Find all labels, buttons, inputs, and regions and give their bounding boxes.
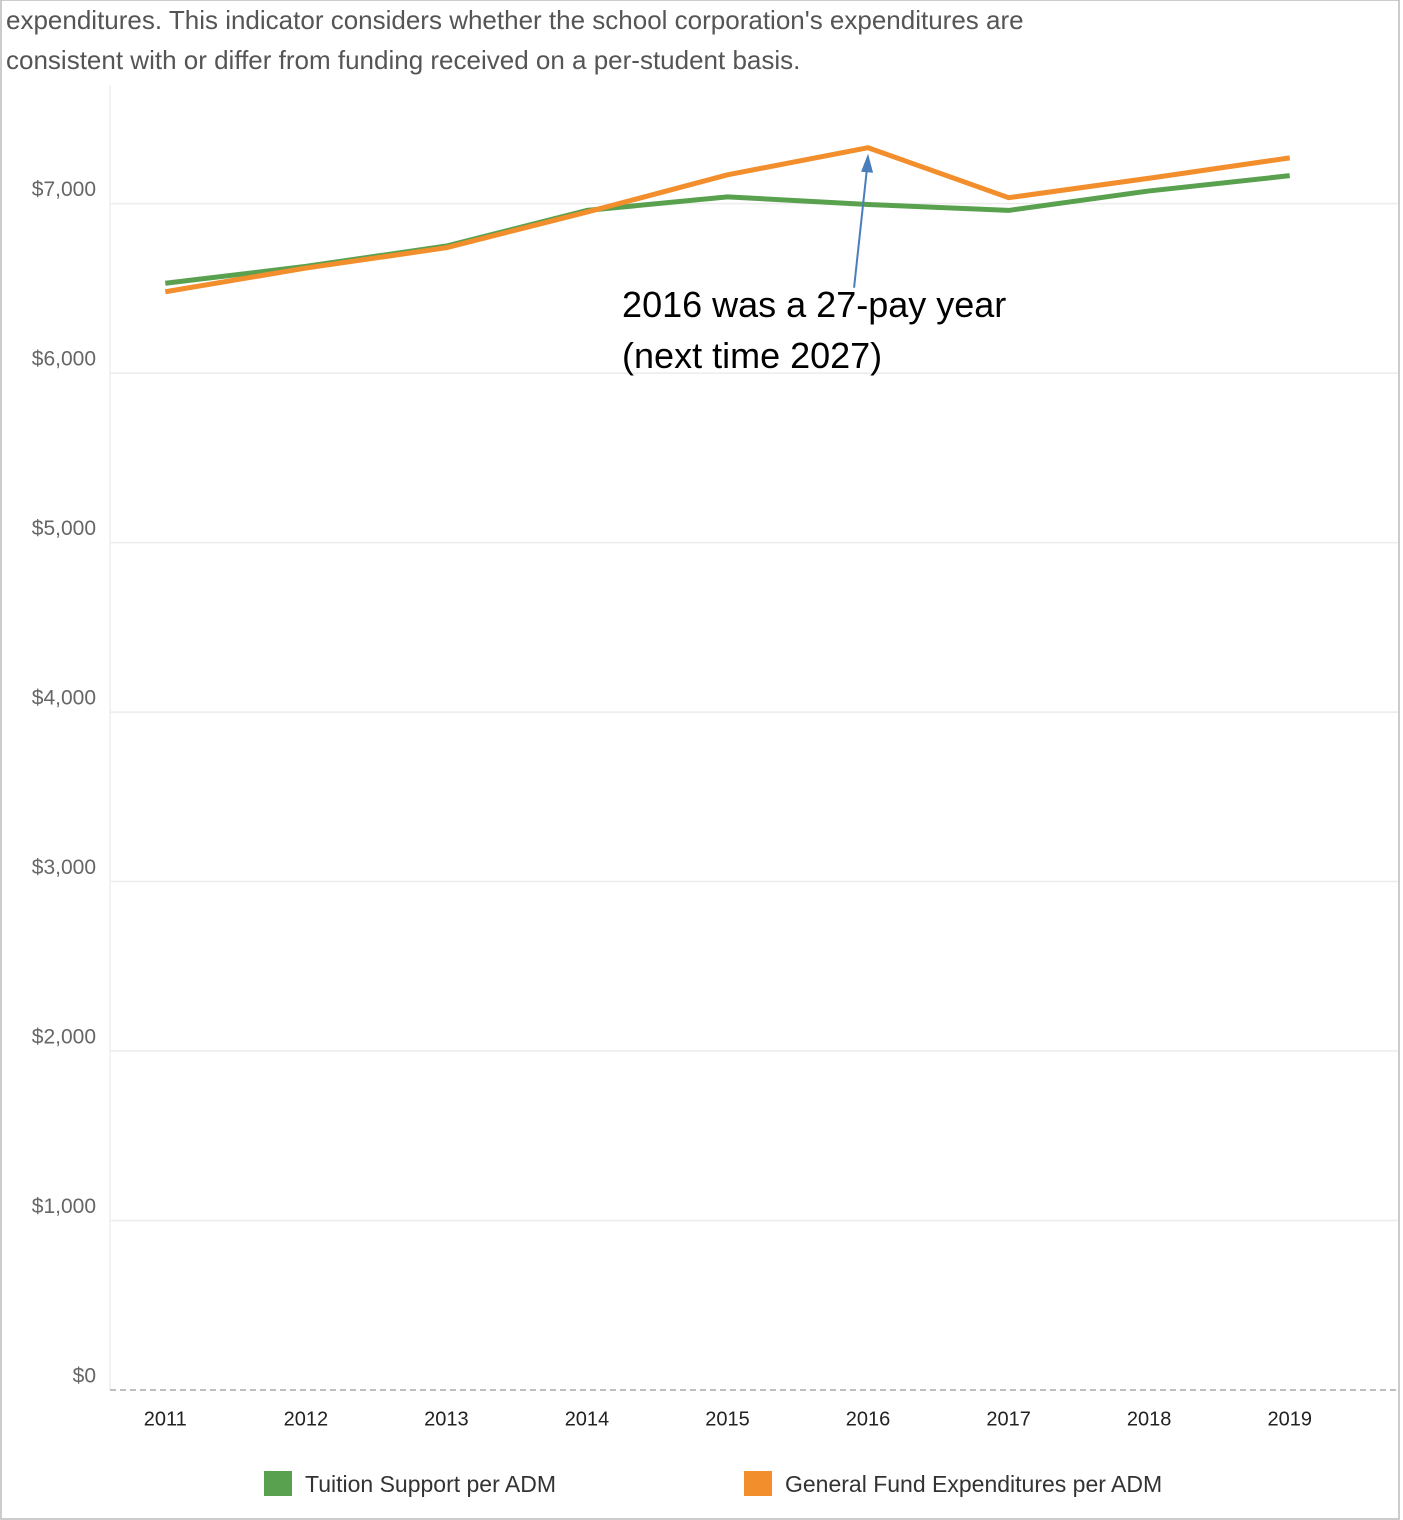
x-tick-label: 2018 [1127, 1408, 1172, 1430]
series-line [164, 173, 1290, 286]
x-tick-label: 2011 [144, 1408, 187, 1430]
annotation-text: 2016 was a 27-pay year [622, 284, 1006, 325]
series-line [164, 145, 1291, 295]
x-tick-label: 2017 [986, 1408, 1031, 1430]
annotation-arrowhead [861, 153, 874, 173]
legend-label: Tuition Support per ADM [305, 1471, 556, 1497]
y-tick-label: $7,000 [32, 178, 96, 201]
y-tick-label: $0 [73, 1365, 96, 1388]
y-tick-label: $3,000 [32, 856, 96, 879]
header-line: consistent with or differ from funding r… [6, 45, 800, 75]
x-tick-label: 2014 [565, 1408, 610, 1430]
y-tick-label: $5,000 [32, 517, 96, 540]
legend-swatch [264, 1471, 292, 1496]
y-tick-label: $4,000 [32, 687, 96, 710]
x-tick-label: 2019 [1267, 1408, 1312, 1430]
header-line: expenditures. This indicator considers w… [6, 5, 1024, 35]
y-tick-label: $6,000 [32, 348, 96, 371]
x-tick-label: 2013 [424, 1408, 469, 1430]
legend-label: General Fund Expenditures per ADM [785, 1471, 1162, 1497]
x-tick-label: 2016 [846, 1408, 891, 1430]
x-tick-label: 2015 [705, 1408, 750, 1430]
annotation-text: (next time 2027) [622, 335, 882, 376]
legend-swatch [744, 1471, 772, 1496]
y-tick-label: $1,000 [32, 1195, 96, 1218]
x-tick-label: 2012 [284, 1408, 329, 1430]
annotation-arrow [853, 167, 869, 288]
y-tick-label: $2,000 [32, 1026, 96, 1049]
